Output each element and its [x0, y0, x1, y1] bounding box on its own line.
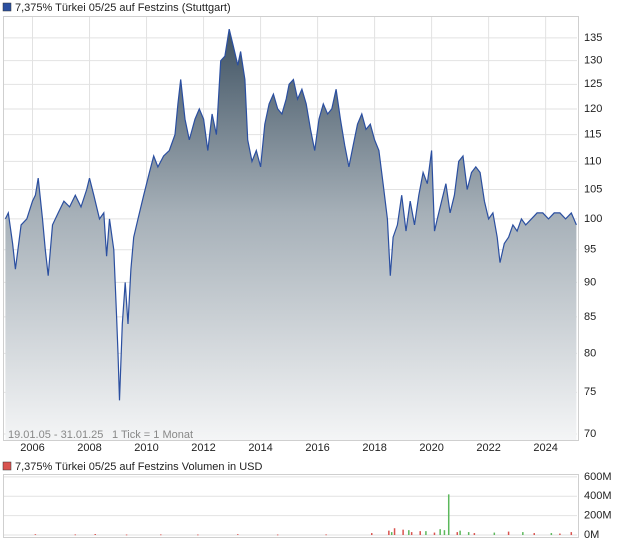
- volume-bar: [473, 533, 476, 535]
- x-tick-label: 2012: [191, 442, 215, 454]
- plot-frame: [3, 474, 579, 538]
- volume-bar: [493, 532, 496, 535]
- volume-title: 7,375% Türkei 05/25 auf Festzins Volumen…: [15, 461, 262, 473]
- y-tick-label: 120: [584, 103, 602, 115]
- volume-bar: [408, 530, 410, 535]
- volume-bar: [456, 532, 459, 535]
- volume-bar: [443, 530, 446, 535]
- y-tick-label: 130: [584, 55, 602, 67]
- volume-bar: [276, 534, 279, 536]
- volume-bar: [570, 532, 573, 535]
- legend-swatch: [2, 461, 12, 471]
- volume-bar: [325, 534, 327, 536]
- price-area: [5, 29, 577, 440]
- volume-bar: [402, 529, 404, 535]
- volume-bar: [433, 532, 436, 535]
- volume-bar: [390, 532, 393, 535]
- volume-bar: [447, 494, 450, 535]
- x-tick-label: 2022: [476, 442, 500, 454]
- volume-bar: [439, 529, 441, 535]
- volume-bar: [467, 532, 470, 535]
- y-tick-label: 95: [584, 244, 596, 256]
- date-range: 19.01.05 - 31.01.25: [8, 429, 103, 441]
- volume-bar: [419, 531, 421, 535]
- y-tick-label: 70: [584, 428, 596, 440]
- y-tick-label: 100: [584, 213, 602, 225]
- volume-bar: [425, 531, 427, 535]
- volume-bar: [393, 528, 396, 535]
- y-tick-label: 125: [584, 78, 602, 90]
- volume-bar: [388, 530, 390, 535]
- volume-bar: [94, 534, 96, 535]
- x-tick-label: 2016: [305, 442, 329, 454]
- x-tick-label: 2008: [77, 442, 101, 454]
- plot-frame: [3, 16, 579, 441]
- y-tick-label: 85: [584, 311, 596, 323]
- volume-bar: [533, 533, 535, 535]
- legend-swatch: [2, 2, 12, 12]
- x-tick-label: 2014: [248, 442, 272, 454]
- y-tick-label: 115: [584, 129, 602, 141]
- volume-bar: [197, 534, 199, 536]
- x-tick-label: 2010: [134, 442, 158, 454]
- y-tick-label: 90: [584, 276, 596, 288]
- volume-panel: 600M 400M 200M 0M: [4, 471, 612, 541]
- price-line: [4, 28, 577, 401]
- volume-bar: [550, 533, 553, 535]
- chart-title: 7,375% Türkei 05/25 auf Festzins (Stuttg…: [15, 2, 231, 14]
- price-panel: 135 130 125 120 115 110 105 100 95 90 85 80 75 70 2006…: [4, 16, 602, 454]
- volume-bar: [74, 534, 77, 536]
- x-tick-label: 2006: [20, 442, 44, 454]
- x-tick-label: 2020: [419, 442, 443, 454]
- volume-bar: [507, 531, 510, 535]
- y-tick-label: 400M: [584, 490, 612, 502]
- y-tick-label: 105: [584, 183, 602, 195]
- y-tick-label: 200M: [584, 510, 612, 522]
- y-tick-label: 135: [584, 32, 602, 44]
- volume-bar: [370, 533, 373, 535]
- y-tick-label: 0M: [584, 529, 599, 541]
- y-tick-label: 80: [584, 347, 596, 359]
- volume-bar: [410, 532, 413, 535]
- volume-bar: [125, 534, 128, 536]
- y-tick-label: 75: [584, 386, 596, 398]
- x-tick-label: 2024: [533, 442, 557, 454]
- volume-bar: [522, 532, 524, 535]
- x-tick-label: 2018: [362, 442, 386, 454]
- volume-bar: [34, 534, 37, 536]
- y-tick-label: 110: [584, 155, 602, 167]
- y-tick-label: 600M: [584, 471, 612, 483]
- volume-bar: [559, 533, 561, 535]
- tick-note: 1 Tick = 1 Monat: [112, 429, 193, 441]
- volume-bar: [160, 534, 162, 536]
- volume-bar: [237, 534, 239, 536]
- volume-bar: [459, 530, 461, 535]
